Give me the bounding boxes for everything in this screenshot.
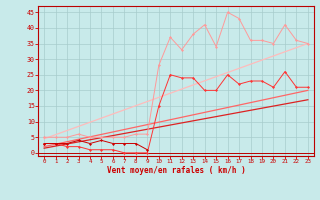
X-axis label: Vent moyen/en rafales ( km/h ): Vent moyen/en rafales ( km/h ) bbox=[107, 166, 245, 175]
